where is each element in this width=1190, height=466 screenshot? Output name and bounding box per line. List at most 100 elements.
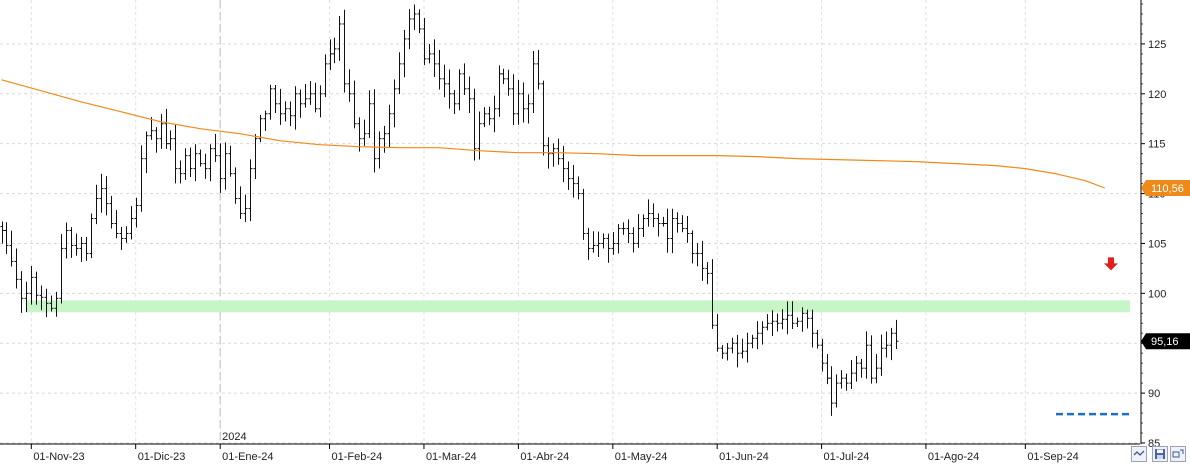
price-bar xyxy=(168,130,173,151)
price-bar xyxy=(99,173,104,213)
floppy-disk-icon xyxy=(1155,449,1165,459)
price-bar xyxy=(44,288,49,318)
price-bar xyxy=(377,131,382,169)
price-bar xyxy=(591,231,596,253)
price-bar xyxy=(825,353,830,385)
price-bar xyxy=(308,81,313,105)
price-bar xyxy=(462,63,467,95)
x-tick-label: 01-Feb-24 xyxy=(332,451,383,463)
price-bar xyxy=(641,214,646,237)
price-bar xyxy=(139,145,144,212)
price-bar xyxy=(815,329,820,349)
price-bar xyxy=(586,227,591,260)
price-bar xyxy=(94,184,99,225)
price-bar xyxy=(253,134,258,180)
price-bar xyxy=(715,314,720,352)
price-bar xyxy=(780,309,785,330)
price-bar xyxy=(839,370,844,389)
price-bar xyxy=(104,176,109,216)
price-bar xyxy=(288,101,293,126)
price-bar xyxy=(382,125,387,153)
price-bar xyxy=(149,117,154,140)
price-bar xyxy=(228,145,233,177)
save-button[interactable] xyxy=(1152,446,1168,462)
price-bar xyxy=(492,95,497,133)
scroll-toggle-button[interactable] xyxy=(1131,446,1147,462)
price-bar xyxy=(447,69,452,109)
ma-value-badge xyxy=(1141,179,1190,196)
price-bar xyxy=(695,243,700,267)
year-marker-label: 2024 xyxy=(222,431,246,443)
price-bar xyxy=(9,230,14,267)
price-bar xyxy=(392,79,397,128)
price-bar xyxy=(874,354,879,384)
price-bar xyxy=(218,143,223,193)
value-labels: 110,56 95,16 xyxy=(1141,179,1190,350)
price-bar xyxy=(0,221,5,244)
price-bar xyxy=(183,148,188,180)
price-bar xyxy=(670,208,675,254)
price-bar xyxy=(437,50,442,90)
restore-panel-button[interactable] xyxy=(1170,446,1186,462)
price-bar xyxy=(268,84,273,120)
price-bar xyxy=(278,88,283,125)
price-bar xyxy=(829,366,834,416)
price-bar xyxy=(710,259,715,329)
price-bar xyxy=(651,203,656,228)
x-tick-label: 01-May-24 xyxy=(615,451,668,463)
price-bar xyxy=(526,94,531,124)
price-bar xyxy=(551,143,556,167)
price-bar xyxy=(596,231,601,258)
price-bar xyxy=(362,119,367,146)
price-bar xyxy=(159,114,164,149)
x-tick-label: 01-Jul-24 xyxy=(824,451,870,463)
price-bar xyxy=(84,236,89,261)
sell-arrow-icon xyxy=(1104,257,1118,271)
price-bar xyxy=(14,248,19,289)
price-bar xyxy=(332,37,337,64)
moving-average-line xyxy=(1,79,1106,189)
price-bar xyxy=(621,222,626,235)
price-bar xyxy=(844,373,849,391)
price-bar xyxy=(531,50,536,114)
price-bar xyxy=(208,144,213,182)
price-bar xyxy=(367,90,372,138)
price-bar xyxy=(357,117,362,152)
price-bar xyxy=(69,227,74,258)
price-bar xyxy=(611,231,616,255)
price-bar xyxy=(581,188,586,240)
price-bar xyxy=(501,68,506,85)
price-bar xyxy=(472,88,477,161)
price-bar xyxy=(725,343,730,361)
price-bar xyxy=(790,301,795,329)
price-bar xyxy=(114,210,119,239)
annotation-layer xyxy=(26,257,1130,416)
price-bar xyxy=(109,195,114,229)
wave-icon xyxy=(1133,450,1145,456)
price-bar xyxy=(482,107,487,128)
price-bar xyxy=(59,234,64,304)
price-bar xyxy=(511,74,516,125)
price-bar xyxy=(750,334,755,349)
price-bar xyxy=(616,224,621,254)
price-bar xyxy=(656,213,661,237)
price-bar xyxy=(864,331,869,379)
price-bar xyxy=(800,307,805,332)
price-bar xyxy=(820,338,825,372)
price-bar xyxy=(516,79,521,125)
price-bar xyxy=(342,9,347,93)
price-bar xyxy=(129,206,134,240)
price-bar xyxy=(506,69,511,96)
price-bar xyxy=(854,356,859,382)
price-bar xyxy=(457,69,462,111)
price-bar xyxy=(303,83,308,108)
price-bar xyxy=(79,237,84,262)
price-bar xyxy=(521,82,526,123)
price-bar xyxy=(879,334,884,377)
y-tick-label: 120 xyxy=(1148,89,1166,101)
price-bar xyxy=(432,39,437,78)
price-bar xyxy=(402,29,407,78)
x-tick-label: 01-Dic-23 xyxy=(138,451,186,463)
